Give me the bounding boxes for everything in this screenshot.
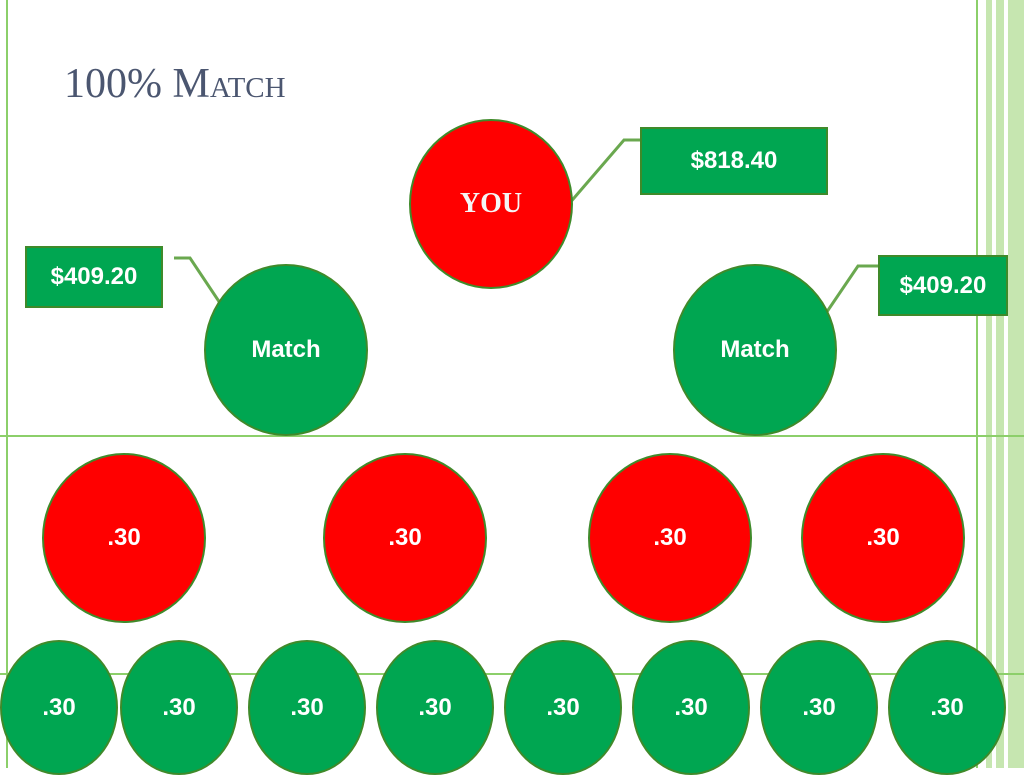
match-right-amount-label: $409.20 xyxy=(899,271,987,299)
tier2-node: .30 xyxy=(801,453,965,623)
match-right-amount-box: $409.20 xyxy=(878,255,1008,316)
match-node-left: Match xyxy=(204,264,368,436)
tier2-node-label: .30 xyxy=(866,524,900,551)
frame-right-strip-2 xyxy=(996,0,1004,768)
tier3-node: .30 xyxy=(248,640,366,775)
you-node: YOU xyxy=(409,119,573,289)
title-small-caps-text: atch xyxy=(209,61,286,107)
tier3-node: .30 xyxy=(0,640,118,775)
tier2-node: .30 xyxy=(588,453,752,623)
match-node-right-label: Match xyxy=(720,336,790,363)
you-amount-label: $818.40 xyxy=(690,147,778,174)
match-right-callout-line xyxy=(818,264,878,323)
tier3-node: .30 xyxy=(504,640,622,775)
frame-right-line xyxy=(976,0,978,768)
frame-right-strip-1 xyxy=(986,0,992,768)
frame-horizontal-line xyxy=(0,435,1024,437)
tier3-node-label: .30 xyxy=(42,693,76,721)
tier3-node: .30 xyxy=(632,640,750,775)
tier3-node-label: .30 xyxy=(418,693,452,721)
tier3-node-label: .30 xyxy=(162,693,196,721)
match-left-amount-label: $409.20 xyxy=(50,263,138,290)
tier3-node: .30 xyxy=(888,640,1006,775)
tier3-node: .30 xyxy=(376,640,494,775)
tier2-node: .30 xyxy=(42,453,206,623)
frame-left-line xyxy=(6,0,8,768)
tier2-node-label: .30 xyxy=(388,524,422,551)
you-amount-box: $818.40 xyxy=(640,127,828,195)
tier2-node-label: .30 xyxy=(107,524,141,551)
match-left-amount-box: $409.20 xyxy=(25,246,163,308)
match-node-right: Match xyxy=(673,264,837,436)
tier3-node-label: .30 xyxy=(930,693,964,721)
tier3-node: .30 xyxy=(120,640,238,775)
you-node-label: YOU xyxy=(459,188,523,219)
tier2-node: .30 xyxy=(323,453,487,623)
frame-right-strip-3 xyxy=(1008,0,1024,768)
tier3-node-label: .30 xyxy=(546,693,580,721)
match-node-left-label: Match xyxy=(251,336,321,363)
tier2-node-label: .30 xyxy=(653,524,687,551)
you-callout-line xyxy=(566,138,640,206)
tier3-node-label: .30 xyxy=(674,693,708,721)
page-title: 100% Match xyxy=(64,60,286,108)
tier3-node-label: .30 xyxy=(802,693,836,721)
match-left-callout-line xyxy=(174,256,228,313)
tier3-node: .30 xyxy=(760,640,878,775)
tier3-node-label: .30 xyxy=(290,693,324,721)
title-text: 100% M xyxy=(64,61,210,107)
